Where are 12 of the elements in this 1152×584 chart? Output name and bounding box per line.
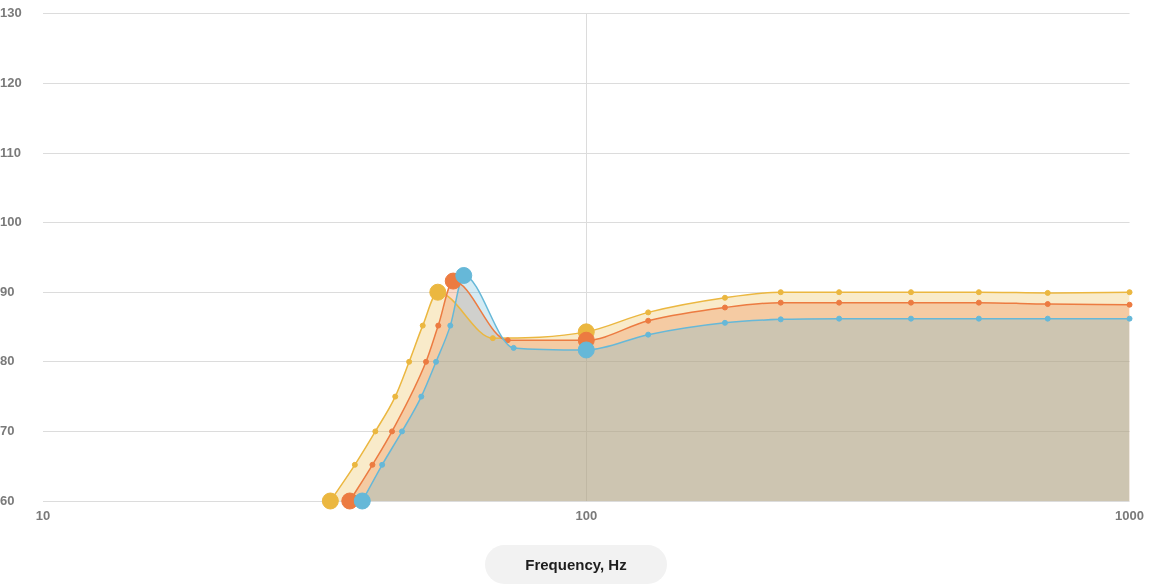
- y-tick-label: 100: [0, 214, 22, 230]
- x-axis-title: Frequency, Hz: [485, 545, 667, 584]
- y-tick-label: 70: [0, 422, 15, 438]
- y-tick-label: 60: [0, 492, 15, 508]
- x-tick-label: 100: [575, 508, 598, 524]
- y-tick-label: 110: [0, 144, 21, 160]
- y-tick-label: 90: [0, 283, 15, 299]
- y-tick-label: 80: [0, 353, 15, 369]
- x-tick-label: 1000: [1115, 508, 1144, 524]
- y-tick-label: 120: [0, 74, 22, 90]
- y-tick-label: 130: [0, 5, 22, 21]
- x-tick-label: 10: [35, 508, 51, 524]
